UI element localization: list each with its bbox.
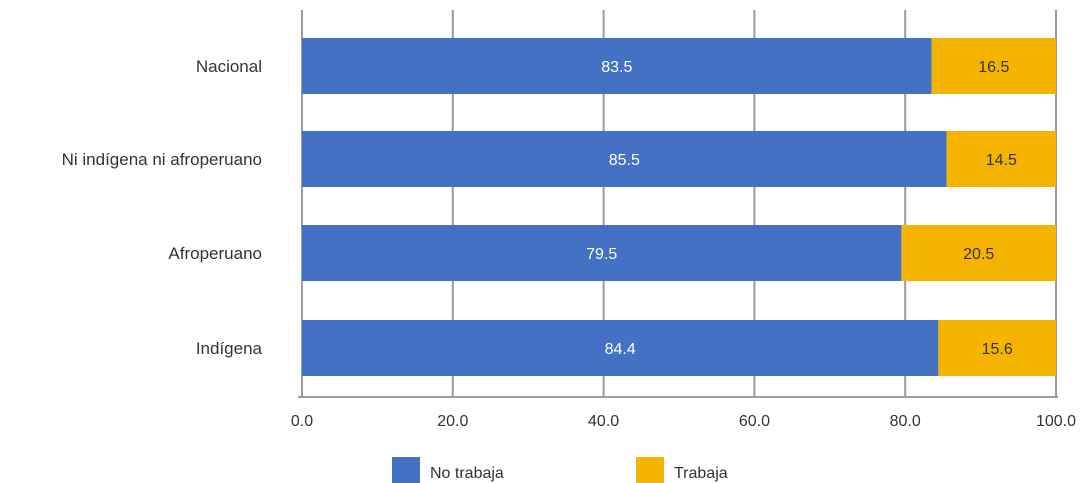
- bar-no-trabaja-1: [302, 131, 947, 187]
- data-label-0-2: 79.5: [586, 246, 617, 263]
- legend-label-1: Trabaja: [674, 465, 728, 482]
- bar-trabaja-2: [901, 225, 1056, 281]
- bar-trabaja-1: [946, 131, 1056, 187]
- legend-swatch-1: [636, 457, 664, 483]
- data-label-1-2: 20.5: [963, 246, 994, 263]
- x-tick-label-4: 80.0: [890, 413, 921, 430]
- x-tick-label-2: 40.0: [588, 413, 619, 430]
- bars: 83.5 16.5 85.5 14.5 79.5 20.5 84.4 15.6: [302, 38, 1056, 376]
- x-tick-label-1: 20.0: [437, 413, 468, 430]
- bar-trabaja-3: [938, 320, 1056, 376]
- category-label-1: Ni indígena ni afroperuano: [62, 150, 262, 169]
- x-axis-ticks: 0.0 20.0 40.0 60.0 80.0 100.0: [291, 413, 1076, 430]
- data-label-1-0: 16.5: [978, 59, 1009, 76]
- bar-no-trabaja-3: [302, 320, 939, 376]
- data-label-0-1: 85.5: [609, 152, 640, 169]
- legend-label-0: No trabaja: [430, 465, 504, 482]
- category-label-2: Afroperuano: [168, 244, 262, 263]
- bar-trabaja-0: [931, 38, 1056, 94]
- data-label-0-3: 84.4: [605, 341, 636, 358]
- legend-swatch-0: [392, 457, 420, 483]
- bar-no-trabaja-0: [302, 38, 932, 94]
- data-label-0-0: 83.5: [601, 59, 632, 76]
- legend: No trabaja Trabaja: [392, 457, 728, 483]
- bar-no-trabaja-2: [302, 225, 902, 281]
- data-label-1-1: 14.5: [986, 152, 1017, 169]
- category-labels: Nacional Ni indígena ni afroperuano Afrope…: [62, 57, 263, 358]
- category-label-0: Nacional: [196, 57, 262, 76]
- x-tick-label-0: 0.0: [291, 413, 313, 430]
- x-tick-label-5: 100.0: [1036, 413, 1076, 430]
- category-label-3: Indígena: [196, 339, 263, 358]
- data-label-1-3: 15.6: [982, 341, 1013, 358]
- x-tick-label-3: 60.0: [739, 413, 770, 430]
